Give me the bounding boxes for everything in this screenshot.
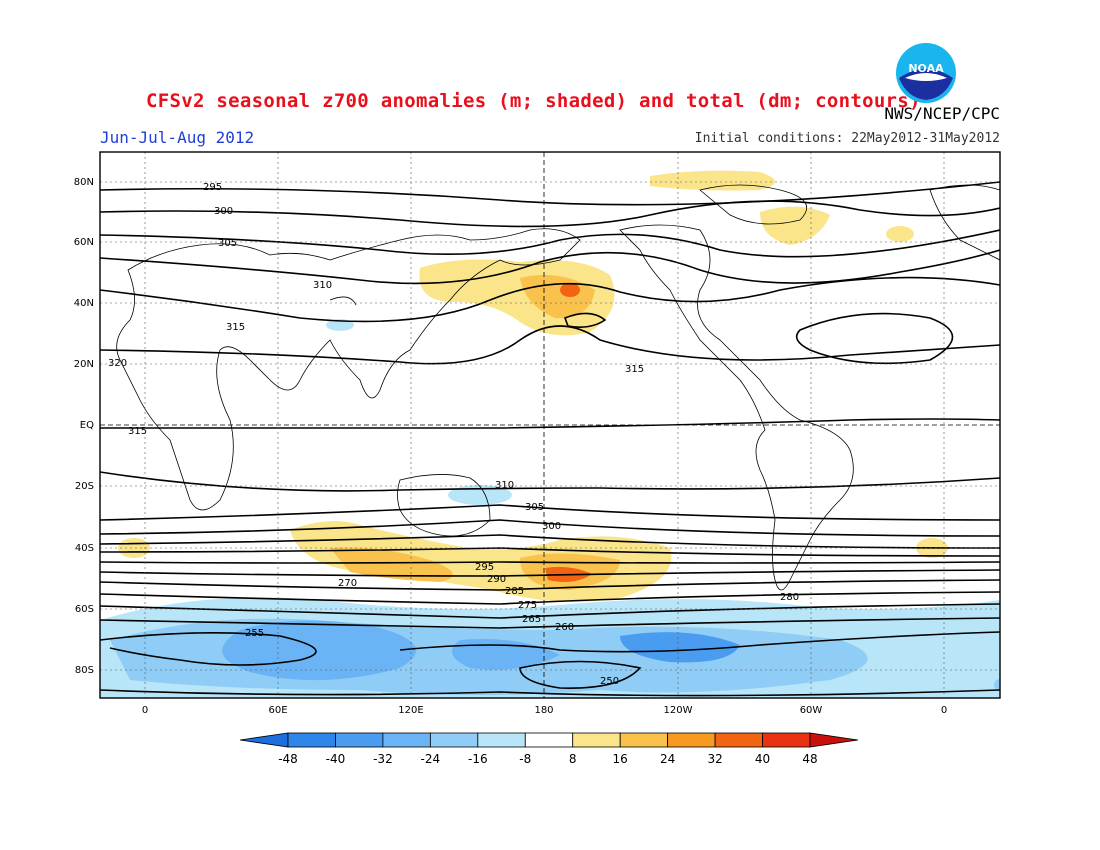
colorbar-swatch xyxy=(762,732,811,748)
lon-tick-label: 60W xyxy=(800,705,823,716)
lat-tick-label: 80N xyxy=(74,177,94,188)
contour-label: 315 xyxy=(625,364,644,375)
colorbar-swatch xyxy=(619,732,669,748)
lat-tick-label: 60N xyxy=(74,237,94,248)
colorbar-label: -8 xyxy=(519,752,532,766)
contour-label: 270 xyxy=(338,578,357,589)
lat-tick-label: EQ xyxy=(80,420,94,431)
colorbar-arrow-high xyxy=(809,732,859,748)
lon-tick-label: 180 xyxy=(534,705,553,716)
contour-label: 305 xyxy=(525,502,544,513)
colorbar-label: 40 xyxy=(754,752,771,766)
lat-tick-label: 40N xyxy=(74,298,94,309)
colorbar-label: -48 xyxy=(278,752,298,766)
colorbar-swatch xyxy=(714,732,763,748)
noaa-logo-icon: NOAA xyxy=(896,43,956,103)
contour-label: 250 xyxy=(600,676,619,687)
map-title: CFSv2 seasonal z700 anomalies (m; shaded… xyxy=(146,90,921,112)
colorbar-swatch xyxy=(524,732,574,748)
contour-label: 295 xyxy=(203,182,222,193)
colorbar-label: 48 xyxy=(802,752,818,766)
colorbar-swatch xyxy=(477,732,526,748)
longitude-ticks: 0 60E 120E 180 120W 60W 0 xyxy=(142,705,947,716)
initial-conditions-label: Initial conditions: 22May2012-31May2012 xyxy=(694,131,1000,146)
lon-tick-label: 60E xyxy=(268,705,287,716)
lon-tick-label: 0 xyxy=(142,705,148,716)
contour-label: 300 xyxy=(214,206,233,217)
contour-label: 315 xyxy=(226,322,245,333)
map-frame xyxy=(99,151,1001,699)
contour-label: 255 xyxy=(245,628,264,639)
colorbar-label: -40 xyxy=(325,752,346,766)
lat-tick-label: 20N xyxy=(74,359,94,370)
contour-label: 285 xyxy=(505,586,524,597)
colorbar-label: 32 xyxy=(707,752,723,766)
lon-tick-label: 120E xyxy=(398,705,423,716)
contour-label: 295 xyxy=(475,562,494,573)
colorbar-swatch xyxy=(429,732,479,748)
colorbar-swatch xyxy=(335,732,384,748)
agency-label: NWS/NCEP/CPC xyxy=(884,104,1000,123)
colorbar-swatch xyxy=(382,732,431,748)
contour-label: 265 xyxy=(522,614,541,625)
lat-tick-label: 20S xyxy=(75,481,94,492)
colorbar-labels: -48 -40 -32 -24 -16 -8 8 16 24 32 40 48 xyxy=(0,752,1100,768)
colorbar-swatch xyxy=(572,732,621,748)
lat-tick-label: 60S xyxy=(75,604,94,615)
colorbar-swatch xyxy=(667,732,716,748)
contour-label: 310 xyxy=(313,280,332,291)
contour-label: 310 xyxy=(495,480,514,491)
latitude-ticks: 80N 60N 40N 20N EQ 20S 40S 60S 80S xyxy=(74,177,94,676)
colorbar-label: 24 xyxy=(659,752,676,766)
lon-tick-label: 0 xyxy=(941,705,947,716)
colorbar-swatch xyxy=(287,732,336,748)
contour-label: 300 xyxy=(542,521,561,532)
lat-tick-label: 40S xyxy=(75,543,94,554)
contour-label: 305 xyxy=(218,238,237,249)
contour-label: 315 xyxy=(128,426,147,437)
colorbar-label: -16 xyxy=(468,752,488,766)
contour-labels: 295 300 305 310 315 320 315 315 310 305 … xyxy=(108,182,799,687)
contour-label: 320 xyxy=(108,358,127,369)
contour-label: 280 xyxy=(780,592,799,603)
colorbar-arrow-low xyxy=(239,732,289,748)
colorbar-label: 16 xyxy=(612,752,628,766)
contour-label: 260 xyxy=(555,622,574,633)
colorbar-label: -24 xyxy=(420,752,441,766)
colorbar-label: 8 xyxy=(568,752,577,766)
lat-tick-label: 80S xyxy=(75,665,94,676)
contour-label: 275 xyxy=(518,600,537,611)
height-contours xyxy=(100,181,1000,697)
svg-text:NOAA: NOAA xyxy=(908,62,944,75)
colorbar-label: -32 xyxy=(373,752,393,766)
lon-tick-label: 120W xyxy=(664,705,693,716)
anomaly-shading xyxy=(100,170,1000,698)
contour-label: 290 xyxy=(487,574,506,585)
season-label: Jun-Jul-Aug 2012 xyxy=(100,128,255,147)
colorbar xyxy=(239,732,859,748)
